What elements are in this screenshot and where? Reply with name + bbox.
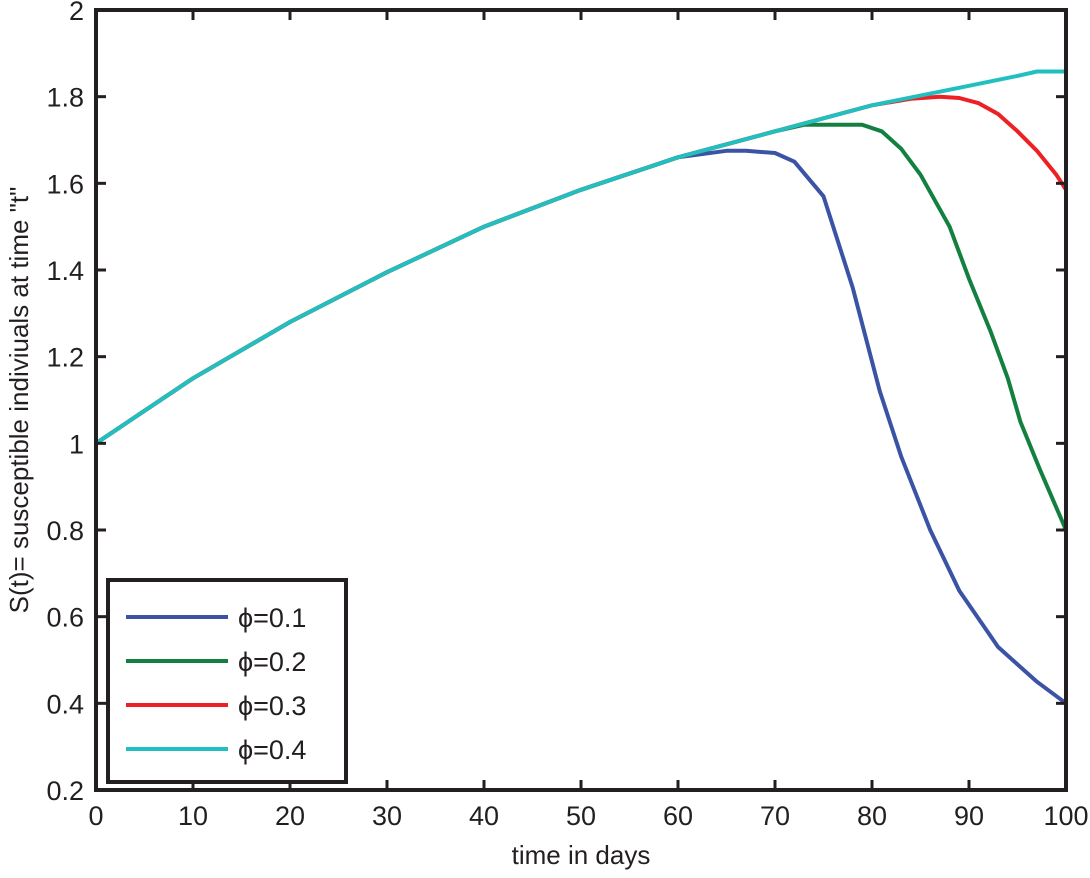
series-line-3	[94, 94, 1068, 445]
y-axis-label: S(t)= susceptible indiviuals at time "t"	[4, 187, 34, 614]
y-tick-label: 2	[69, 0, 84, 26]
legend-label-4: ϕ=0.4	[238, 735, 306, 765]
legend: ϕ=0.1 ϕ=0.2 ϕ=0.3 ϕ=0.4	[106, 578, 348, 784]
series-lines	[94, 69, 1068, 705]
y-tick-label: 0.4	[46, 689, 84, 719]
axis-ticks: 0 10 20 30 40 50 60 70 80 90 100 0.2 0.4 0.6 0.8 1 1.2 1.…	[46, 0, 1088, 831]
y-tick-label: 0.6	[46, 603, 84, 633]
y-tick-label: 0.8	[46, 516, 84, 546]
series-line-2	[94, 122, 1068, 531]
x-tick-label: 70	[760, 801, 790, 831]
x-tick-label: 100	[1043, 801, 1088, 831]
x-axis-label: time in days	[512, 840, 651, 870]
y-tick-label: 1.6	[46, 169, 84, 199]
x-tick-label: 0	[88, 801, 103, 831]
legend-box	[106, 578, 348, 784]
series-line-4	[94, 69, 1066, 445]
legend-label-1: ϕ=0.1	[238, 603, 306, 633]
x-tick-label: 10	[178, 801, 208, 831]
x-tick-label: 20	[275, 801, 305, 831]
x-tick-label: 80	[857, 801, 887, 831]
y-tick-label: 1.4	[46, 256, 84, 286]
x-tick-label: 30	[372, 801, 402, 831]
y-tick-label: 1.8	[46, 83, 84, 113]
x-tick-label: 50	[566, 801, 596, 831]
legend-label-3: ϕ=0.3	[238, 691, 306, 721]
x-tick-label: 90	[954, 801, 984, 831]
x-tick-label: 40	[469, 801, 499, 831]
y-tick-label: 1.2	[46, 343, 84, 373]
y-tick-label: 0.2	[46, 776, 84, 806]
x-tick-label: 60	[663, 801, 693, 831]
legend-label-2: ϕ=0.2	[238, 647, 306, 677]
y-tick-label: 1	[69, 429, 84, 459]
